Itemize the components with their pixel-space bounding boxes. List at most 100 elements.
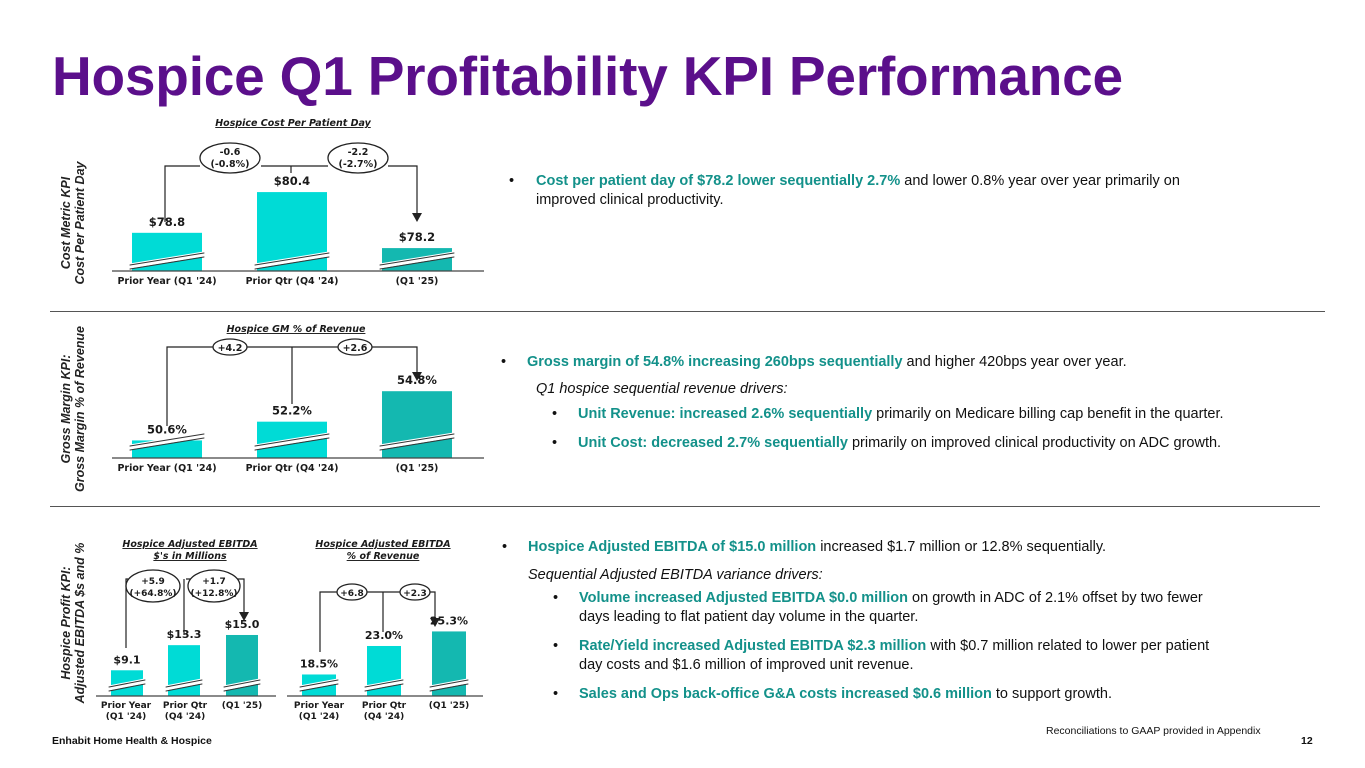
profit-sub-highlight: Volume increased Adjusted EBITDA $0.0 mi… <box>579 590 909 606</box>
annotation-line1: +1.7 <box>202 577 225 587</box>
category-label: (Q1 '24) <box>299 712 340 722</box>
category-label: Prior Year <box>101 701 152 711</box>
section-label-line1: Gross Margin KPI: <box>59 354 73 464</box>
annotation-line1: +2.3 <box>403 589 426 599</box>
profit-sub-text-cont: days leading to flat patient day volume … <box>579 609 919 625</box>
axis-break <box>297 678 471 692</box>
value-label: 18.5% <box>300 657 338 670</box>
annotation-badge: +2.3 <box>399 583 431 601</box>
annotation-line1: +4.2 <box>218 343 243 354</box>
bullet-marker: • <box>552 435 558 451</box>
annotation-badge: -2.2 (-2.7%) <box>327 142 389 174</box>
chart-title: Hospice Adjusted EBITDA <box>122 539 257 550</box>
category-label: Prior Qtr (Q4 '24) <box>246 463 339 474</box>
category-label: (Q1 '25) <box>396 463 439 474</box>
profit-sub-text: with $0.7 million related to lower per p… <box>926 638 1210 654</box>
cost-text-cont: improved clinical productivity. <box>536 192 724 208</box>
category-label: (Q1 '25) <box>222 701 263 711</box>
annotation-line2: (+12.8%) <box>191 589 238 599</box>
value-label: $13.3 <box>167 628 202 641</box>
bracket <box>319 591 440 652</box>
profit-subheading: Sequential Adjusted EBITDA variance driv… <box>528 567 823 583</box>
annotation-badge: +2.6 <box>337 338 373 356</box>
category-label: Prior Year <box>294 701 345 711</box>
axis-break <box>127 432 457 451</box>
annotation-line1: -2.2 <box>348 147 369 158</box>
gm-sub-bullet: • Unit Cost: decreased 2.7% sequentially… <box>552 434 1318 453</box>
annotation-badge: -0.6 (-0.8%) <box>199 142 261 174</box>
value-label: 25.3% <box>430 614 468 627</box>
bullet-marker: • <box>553 638 559 654</box>
value-label: $80.4 <box>274 174 310 188</box>
profit-sub-text: on growth in ADC of 2.1% offset by two f… <box>908 590 1203 606</box>
annotation-badge: +4.2 <box>212 338 248 356</box>
profit-sub-bullet: • Sales and Ops back-office G&A costs in… <box>553 685 1319 704</box>
chart-adjusted-ebitda-dollars: Hospice Adjusted EBITDA $'s in Millions … <box>96 539 276 722</box>
annotation-badge: +5.9 (+64.8%) <box>125 569 181 603</box>
value-label: 52.2% <box>272 404 312 418</box>
annotation-line1: -0.6 <box>220 147 241 158</box>
value-label: 54.8% <box>397 373 437 387</box>
chart-title: Hospice GM % of Revenue <box>227 324 366 335</box>
profit-sub-text: to support growth. <box>991 686 1112 702</box>
footer-company: Enhabit Home Health & Hospice <box>52 735 212 747</box>
gm-sub-highlight: Unit Cost: decreased 2.7% sequentially <box>578 435 848 451</box>
bullet-marker: • <box>553 590 559 606</box>
category-label: (Q1 '25) <box>429 701 470 711</box>
gm-sub-bullet: • Unit Revenue: increased 2.6% sequentia… <box>552 405 1318 424</box>
category-label: (Q4 '24) <box>364 712 405 722</box>
value-label: $78.2 <box>399 230 435 244</box>
chart-title: Hospice Cost Per Patient Day <box>215 118 371 129</box>
chart-title: Hospice Adjusted EBITDA <box>315 539 450 550</box>
gm-text: and higher 420bps year over year. <box>902 354 1127 370</box>
section-divider <box>50 506 1320 507</box>
page-number: 12 <box>1301 735 1313 747</box>
profit-sub-highlight: Rate/Yield increased Adjusted EBITDA $2.… <box>579 638 927 654</box>
annotation-line2: (-0.8%) <box>211 159 250 170</box>
category-label: (Q1 '24) <box>106 712 147 722</box>
chart-subtitle: $'s in Millions <box>153 551 227 562</box>
gm-sub-text: primarily on improved clinical productiv… <box>847 435 1222 451</box>
gm-subheading: Q1 hospice sequential revenue drivers: <box>536 381 788 397</box>
bullet-marker: • <box>501 354 507 370</box>
annotation-line1: +5.9 <box>141 577 164 587</box>
bracket <box>164 165 422 222</box>
gm-bullet: • Gross margin of 54.8% increasing 260bp… <box>501 353 1317 372</box>
section-label-line1: Hospice Profit KPI: <box>59 566 73 680</box>
footer-note: Reconciliations to GAAP provided in Appe… <box>1046 725 1261 737</box>
profit-text: increased $1.7 million or 12.8% sequenti… <box>816 539 1107 555</box>
gm-sub-text: primarily on Medicare billing cap benefi… <box>872 406 1224 422</box>
annotation-line2: (-2.7%) <box>339 159 378 170</box>
bullet-marker: • <box>553 686 559 702</box>
value-label: 50.6% <box>147 422 187 436</box>
category-label: Prior Year (Q1 '24) <box>117 463 216 474</box>
annotation-line2: (+64.8%) <box>130 589 177 599</box>
annotation-line1: +6.8 <box>340 589 363 599</box>
value-label: $78.8 <box>149 215 185 229</box>
profit-sub-bullet: • Rate/Yield increased Adjusted EBITDA $… <box>553 637 1319 675</box>
value-label: $15.0 <box>225 618 260 631</box>
bracket <box>166 346 422 426</box>
bullet-marker: • <box>502 539 508 555</box>
page-title: Hospice Q1 Profitability KPI Performance <box>52 45 1123 107</box>
axis-break <box>106 678 263 692</box>
category-label: Prior Qtr (Q4 '24) <box>246 276 339 287</box>
gm-sub-highlight: Unit Revenue: increased 2.6% sequentiall… <box>578 406 873 422</box>
category-label: Prior Qtr <box>163 701 208 711</box>
section-label-gm: Gross Margin KPI: Gross Margin % of Reve… <box>59 299 87 519</box>
profit-sub-text-cont: day costs and $1.6 million of improved u… <box>579 657 914 673</box>
profit-highlight: Hospice Adjusted EBITDA of $15.0 million <box>528 539 817 555</box>
annotation-badge: +6.8 <box>336 583 368 601</box>
section-label-profit: Hospice Profit KPI: Adjusted EBITDA $s a… <box>59 513 87 733</box>
category-label: (Q4 '24) <box>165 712 206 722</box>
category-label: Prior Year (Q1 '24) <box>117 276 216 287</box>
annotation-line1: +2.6 <box>343 343 368 354</box>
gm-highlight: Gross margin of 54.8% increasing 260bps … <box>527 354 903 370</box>
bullet-marker: • <box>509 173 515 189</box>
chart-adjusted-ebitda-percent: Hospice Adjusted EBITDA % of Revenue +6.… <box>287 539 483 722</box>
section-label-line2: Adjusted EBITDA $s and % <box>73 542 87 704</box>
value-label: $9.1 <box>113 653 140 666</box>
profit-sub-highlight: Sales and Ops back-office G&A costs incr… <box>579 686 992 702</box>
value-label: 23.0% <box>365 629 403 642</box>
chart-subtitle: % of Revenue <box>347 551 420 562</box>
